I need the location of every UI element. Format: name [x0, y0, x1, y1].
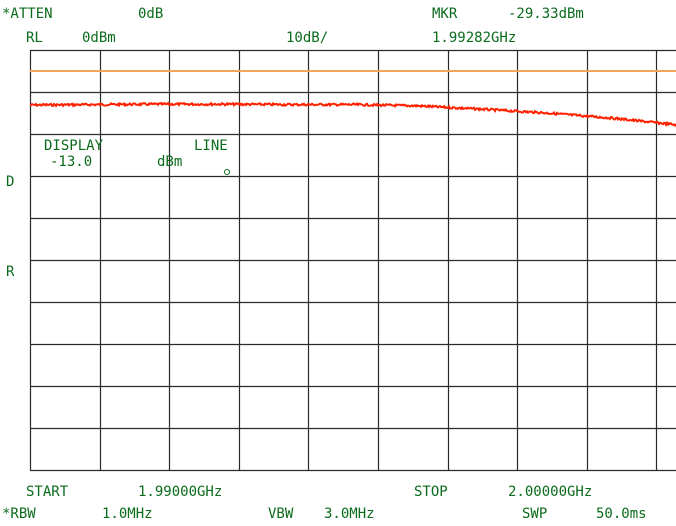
atten-value: 0dB	[138, 6, 164, 22]
start-label: START	[26, 484, 69, 500]
atten-label: *ATTEN	[2, 6, 53, 22]
marker-frequency: 1.99282GHz	[432, 30, 517, 46]
graticule	[29, 49, 676, 472]
marker-amplitude: -29.33dBm	[508, 6, 584, 22]
rbw-value: 1.0MHz	[102, 506, 153, 522]
display-line-marker-d: D	[6, 174, 15, 190]
stop-frequency: 2.00000GHz	[508, 484, 593, 500]
marker-label: MKR	[432, 6, 458, 22]
display-label: DISPLAY	[44, 138, 104, 154]
vbw-label: VBW	[268, 506, 294, 522]
rl-value: 0dBm	[82, 30, 116, 46]
swp-value: 50.0ms	[596, 506, 647, 522]
scale-per-div: 10dB/	[286, 30, 329, 46]
start-frequency: 1.99000GHz	[138, 484, 223, 500]
marker-symbol	[224, 169, 230, 175]
stop-label: STOP	[414, 484, 448, 500]
vbw-value: 3.0MHz	[324, 506, 375, 522]
line-label: LINE	[194, 138, 228, 154]
reference-marker-r: R	[6, 264, 15, 280]
display-line-value: -13.0	[50, 154, 93, 170]
swp-label: SWP	[522, 506, 548, 522]
rbw-label: *RBW	[2, 506, 36, 522]
display-line-unit: dBm	[157, 154, 183, 170]
spectrum-trace	[29, 101, 676, 128]
rl-label: RL	[26, 30, 43, 46]
